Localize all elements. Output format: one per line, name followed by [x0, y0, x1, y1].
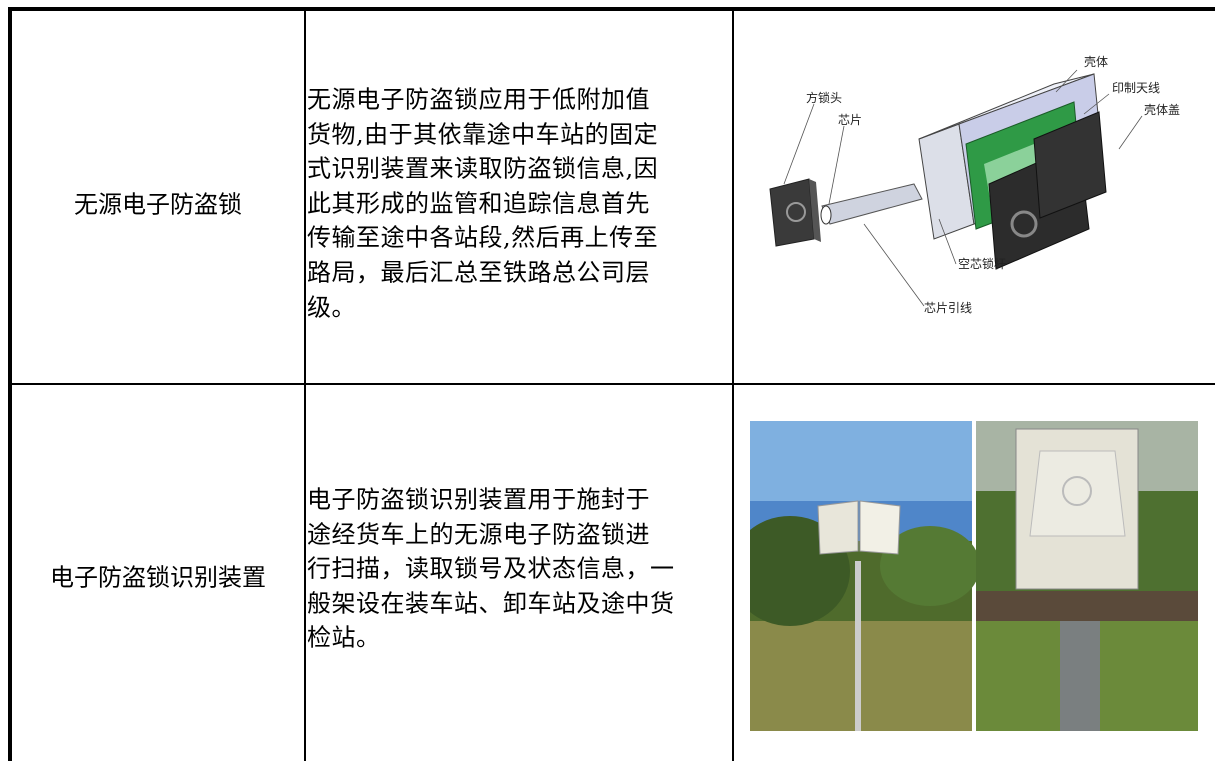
- figure-label: 壳体: [1084, 55, 1108, 69]
- description-line: 无源电子防盗锁应用于低附加值: [307, 85, 650, 114]
- figure-label: 印制天线: [1112, 81, 1160, 95]
- description-line: 途经货车上的无源电子防盗锁进: [307, 520, 650, 549]
- figure-label: 壳体盖: [1144, 103, 1180, 117]
- figure-label: 方锁头: [806, 90, 842, 105]
- table-top-border: [8, 7, 1215, 11]
- description-line: 级。: [307, 293, 356, 322]
- description-line: 货物,由于其依靠途中车站的固定: [307, 120, 659, 149]
- description-line: 式识别装置来读取防盗锁信息,因: [307, 154, 659, 183]
- description-line: 电子防盗锁识别装置用于施封于: [307, 485, 650, 514]
- figure-label: 芯片: [838, 113, 862, 127]
- row-name: 无源电子防盗锁: [74, 190, 242, 219]
- figure-label: 芯片引线: [924, 301, 972, 315]
- row-divider: [8, 383, 1215, 385]
- description-line: 检站。: [307, 623, 381, 652]
- lock-diagram: 壳体 印制天线 壳体盖 方锁头 芯片 空芯锁杆 芯片引线: [769, 55, 1180, 315]
- description-line: 行扫描，读取锁号及状态信息，一: [307, 554, 675, 583]
- figure-label: 空芯锁杆: [958, 256, 1006, 271]
- description-line: 路局，最后汇总至铁路总公司层: [307, 258, 650, 287]
- row-name: 电子防盗锁识别装置: [50, 563, 266, 592]
- description-line: 传输至途中各站段,然后再上传至: [307, 223, 659, 252]
- reader-photos: [750, 421, 1198, 731]
- description-line: 般架设在装车站、卸车站及途中货: [307, 589, 675, 618]
- description-line: 此其形成的监管和追踪信息首先: [307, 189, 650, 218]
